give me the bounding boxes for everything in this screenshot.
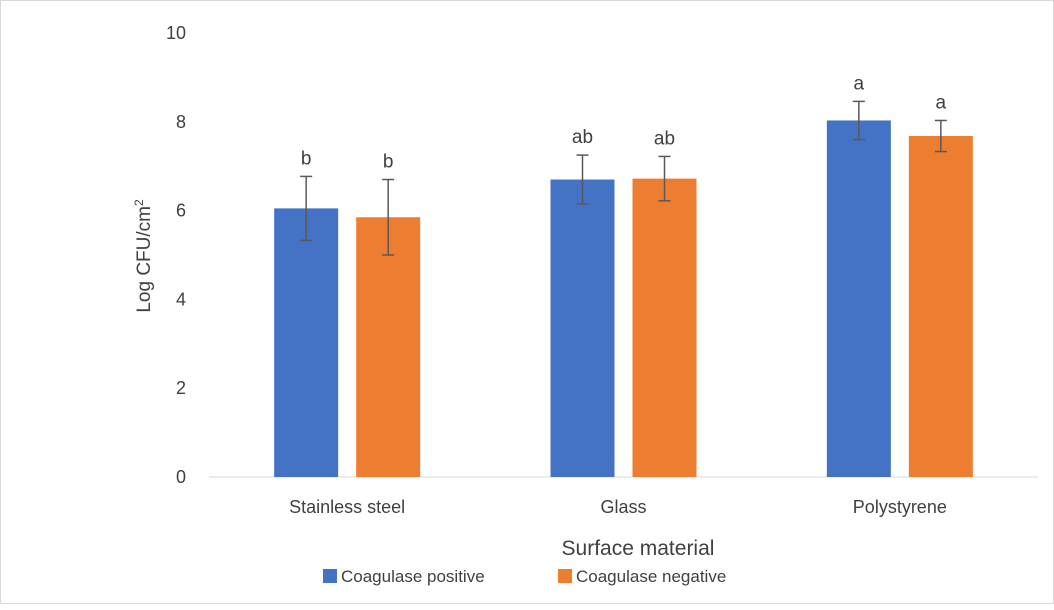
error-bar-coagulase-positive-polystyrene: [852, 100, 865, 141]
significance-letters-layer: b b ab ab a a: [301, 73, 947, 172]
bar-coagulase-negative-polystyrene: [908, 136, 973, 477]
y-tick-label-0: 0: [176, 467, 186, 487]
error-bar-coagulase-positive-stainless-steel: [300, 175, 313, 242]
significance-letter-coagulase-positive-polystyrene: a: [854, 73, 865, 94]
y-tick-label-2: 2: [176, 378, 186, 398]
y-axis-ticks: 0 2 4 6 8 10: [166, 23, 186, 487]
bar-coagulase-positive-glass: [550, 179, 615, 477]
bar-coagulase-negative-glass: [632, 178, 697, 477]
bar-coagulase-negative-stainless-steel: [356, 217, 421, 477]
legend-swatch-coagulase-negative: [558, 569, 572, 583]
significance-letter-coagulase-positive-glass: ab: [572, 127, 593, 148]
bar-coagulase-positive-stainless-steel: [274, 208, 339, 477]
significance-letter-coagulase-negative-glass: ab: [654, 128, 675, 149]
legend: Coagulase positive Coagulase negative: [323, 567, 726, 586]
legend-label-coagulase-positive: Coagulase positive: [341, 567, 485, 586]
y-tick-label-8: 8: [176, 112, 186, 132]
y-tick-label-10: 10: [166, 23, 186, 43]
error-bar-coagulase-negative-glass: [658, 155, 671, 202]
y-tick-label-6: 6: [176, 201, 186, 221]
x-axis-ticks: Stainless steel Glass Polystyrene: [289, 497, 947, 517]
error-bars-layer: [300, 100, 947, 256]
significance-letter-coagulase-negative-polystyrene: a: [936, 92, 947, 113]
error-bar-coagulase-negative-stainless-steel: [382, 178, 395, 256]
error-bar-coagulase-negative-polystyrene: [934, 119, 947, 153]
bar-coagulase-positive-polystyrene: [826, 120, 891, 477]
legend-label-coagulase-negative: Coagulase negative: [576, 567, 726, 586]
x-tick-label-polystyrene: Polystyrene: [853, 497, 947, 517]
legend-swatch-coagulase-positive: [323, 569, 337, 583]
x-tick-label-stainless-steel: Stainless steel: [289, 497, 405, 517]
y-tick-label-4: 4: [176, 289, 186, 309]
significance-letter-coagulase-positive-stainless-steel: b: [301, 148, 312, 169]
x-axis-label: Surface material: [562, 537, 715, 560]
error-bar-coagulase-positive-glass: [576, 154, 589, 205]
significance-letter-coagulase-negative-stainless-steel: b: [383, 152, 394, 173]
x-tick-label-glass: Glass: [600, 497, 646, 517]
y-axis-label-superscript: 2: [132, 199, 146, 206]
y-axis-label: Log CFU/cm2: [132, 199, 155, 313]
bars-layer: [274, 120, 973, 477]
y-axis-label-text: Log CFU/cm: [134, 206, 155, 313]
